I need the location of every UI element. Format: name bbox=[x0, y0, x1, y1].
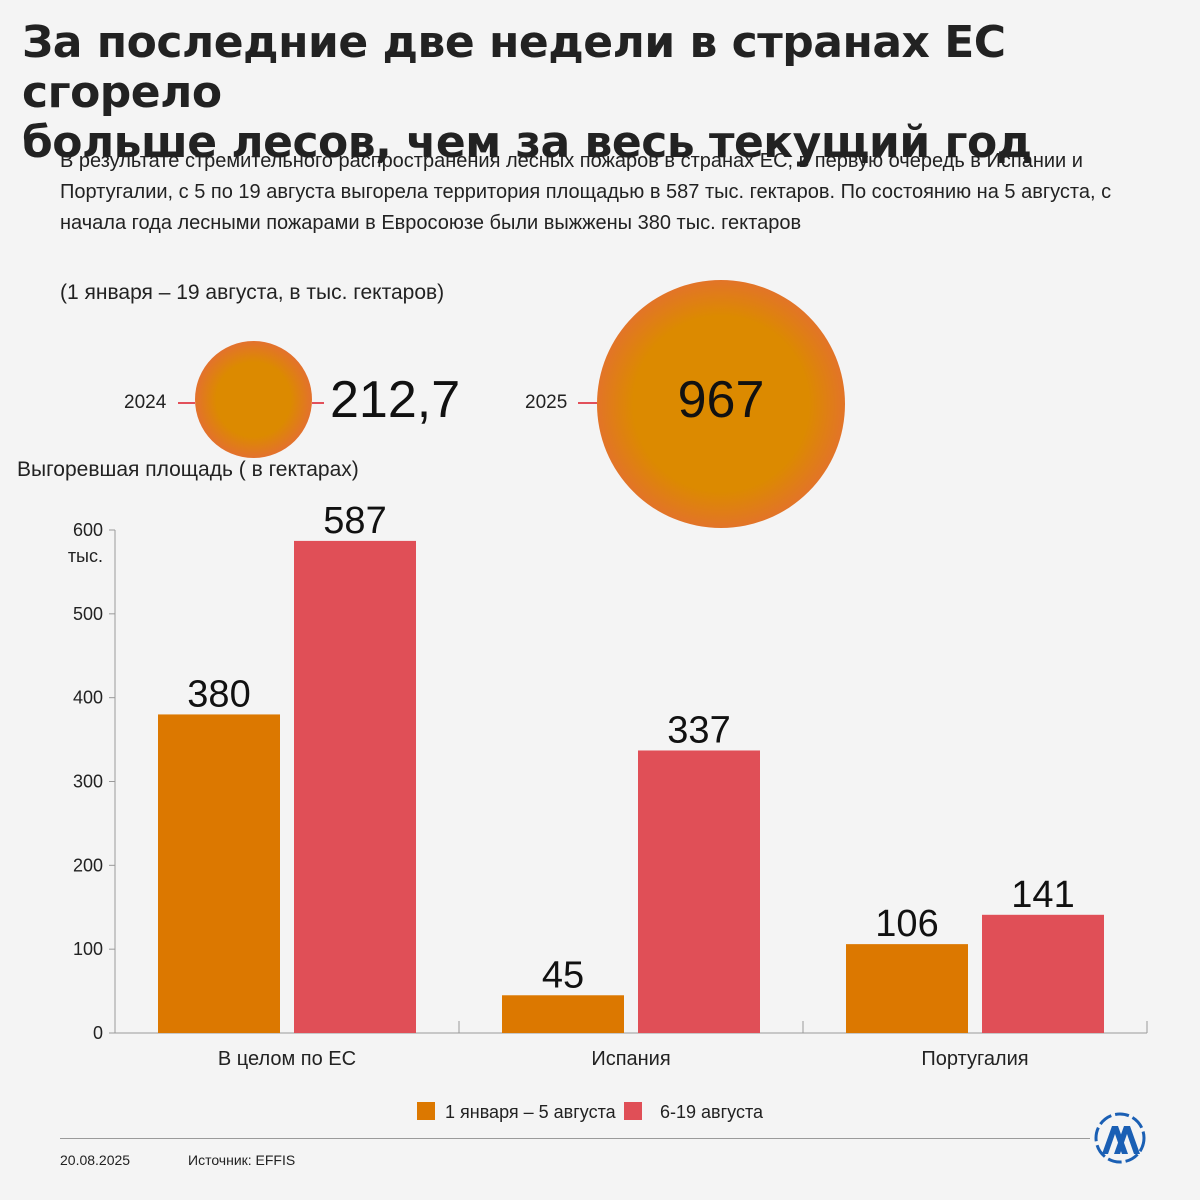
bar-jan-aug5 bbox=[846, 944, 968, 1033]
legend-label-aug6-19: 6-19 августа bbox=[660, 1102, 764, 1122]
value-2024-connector bbox=[312, 402, 324, 404]
bar-value-label: 141 bbox=[1011, 874, 1074, 916]
year-2025-connector bbox=[578, 402, 597, 404]
page-title: За последние две недели в странах ЕС сго… bbox=[22, 18, 1192, 168]
bar-aug6-19 bbox=[638, 750, 760, 1033]
aa-logo-icon bbox=[1094, 1112, 1146, 1164]
x-tick-label: В целом по ЕС bbox=[218, 1048, 356, 1070]
x-tick-label: Португалия bbox=[921, 1048, 1028, 1070]
year-2024-connector bbox=[178, 402, 195, 404]
circle-2024 bbox=[195, 341, 312, 458]
circle-2025 bbox=[597, 280, 845, 528]
legend-label-jan-aug5: 1 января – 5 августа bbox=[445, 1102, 617, 1122]
y-tick-label: 400 bbox=[73, 688, 103, 708]
y-tick-label: 0 bbox=[93, 1023, 103, 1043]
period-note: (1 января – 19 августа, в тыс. гектаров) bbox=[60, 281, 445, 304]
bar-value-label: 106 bbox=[875, 903, 938, 945]
y-tick-label: 200 bbox=[73, 855, 103, 875]
total-2024-value: 212,7 bbox=[330, 371, 461, 429]
bar-jan-aug5 bbox=[502, 995, 624, 1033]
year-2025-label: 2025 bbox=[525, 392, 568, 413]
subtitle: В результате стремительного распростране… bbox=[60, 150, 1112, 234]
y-tick-label: 100 bbox=[73, 939, 103, 959]
title-line-1: За последние две недели в странах ЕС сго… bbox=[22, 17, 1006, 118]
footer-date: 20.08.2025 bbox=[60, 1152, 131, 1168]
footer-source: Источник: EFFIS bbox=[188, 1152, 296, 1168]
title-line-2: больше лесов, чем за весь текущий год bbox=[22, 117, 1032, 168]
bar-aug6-19 bbox=[294, 540, 416, 1033]
total-2025-value: 967 bbox=[677, 371, 765, 429]
bar-jan-aug5 bbox=[158, 714, 280, 1033]
legend-swatch-aug6-19 bbox=[624, 1102, 642, 1120]
year-2024-label: 2024 bbox=[124, 392, 167, 413]
bar-value-label: 587 bbox=[323, 500, 386, 542]
y-axis-label: Выгоревшая площадь ( в гектарах) bbox=[17, 458, 359, 481]
bar-value-label: 337 bbox=[667, 709, 730, 751]
y-tick-label: 300 bbox=[73, 772, 103, 792]
x-tick-label: Испания bbox=[591, 1048, 670, 1070]
y-tick-unit: тыс. bbox=[68, 546, 103, 566]
y-tick-label: 500 bbox=[73, 604, 103, 624]
bar-value-label: 380 bbox=[187, 673, 250, 715]
footer-divider bbox=[60, 1138, 1090, 1139]
y-tick-label: 600 bbox=[73, 520, 103, 540]
bar-aug6-19 bbox=[982, 914, 1104, 1033]
legend-swatch-jan-aug5 bbox=[417, 1102, 435, 1120]
bar-value-label: 45 bbox=[542, 954, 584, 996]
